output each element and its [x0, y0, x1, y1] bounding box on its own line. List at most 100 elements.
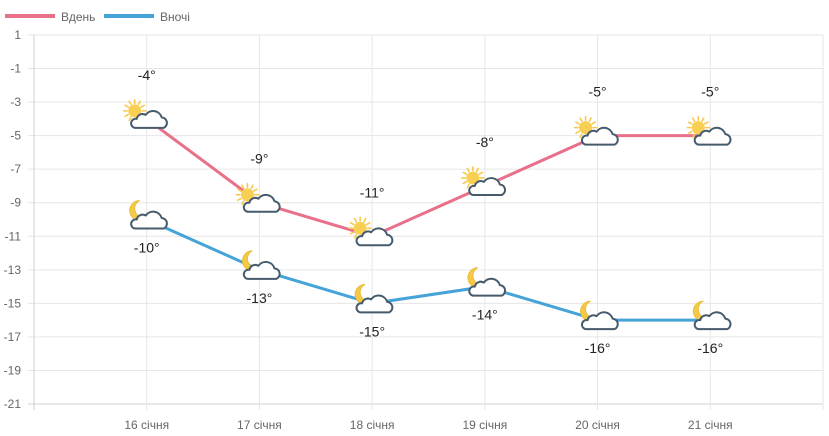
sun-ray — [124, 104, 130, 108]
sun-ray — [124, 113, 130, 118]
sun-ray — [365, 221, 371, 226]
x-tick-label: 18 січня — [350, 418, 395, 432]
y-tick-label: -7 — [10, 162, 21, 176]
sun-ray — [353, 217, 358, 223]
x-tick-label: 21 січня — [688, 418, 733, 432]
cloud-shape — [130, 210, 168, 230]
data-label: -5° — [701, 84, 719, 100]
sun-cloud-icon — [348, 216, 394, 247]
y-tick-label: -1 — [10, 62, 21, 76]
cloud-shape — [693, 126, 732, 146]
series-line-day — [145, 117, 711, 238]
sun-cloud-icon — [686, 115, 732, 146]
cloud-shape — [468, 277, 507, 297]
y-tick-label: -15 — [4, 296, 22, 310]
y-tick-label: -9 — [10, 196, 21, 210]
sun-ray — [462, 171, 468, 176]
sun-disc — [240, 188, 254, 202]
moon-cloud-icon — [692, 300, 732, 331]
cloud-shape — [355, 227, 394, 247]
sun-disc — [466, 171, 480, 185]
sun-ray — [687, 130, 693, 134]
sun-ray — [701, 117, 705, 122]
sun-disc — [691, 121, 705, 135]
sun-ray — [579, 117, 583, 122]
moon-cloud-icon — [580, 300, 619, 331]
x-tick-label: 17 січня — [237, 418, 282, 432]
sun-ray — [466, 167, 470, 173]
sun-ray — [128, 116, 132, 122]
sun-ray — [349, 221, 355, 226]
data-label: -15° — [359, 323, 385, 339]
sun-ray — [241, 184, 245, 190]
sun-disc — [579, 121, 593, 135]
sun-ray — [687, 121, 693, 125]
sun-ray — [250, 184, 254, 190]
sun-ray — [140, 104, 146, 108]
sun-ray — [591, 121, 596, 125]
data-label: -10° — [134, 240, 160, 256]
sun-ray — [691, 133, 696, 138]
sun-ray — [363, 217, 367, 223]
sun-ray — [237, 197, 242, 202]
data-label: -11° — [360, 184, 385, 200]
sun-ray — [237, 188, 242, 192]
cloud-shape — [580, 126, 619, 146]
sun-ray — [128, 100, 132, 106]
y-tick-label: -17 — [4, 330, 22, 344]
x-tick-label: 20 січня — [575, 418, 620, 432]
y-tick-label: -21 — [4, 397, 22, 411]
x-tick-label: 19 січня — [462, 418, 507, 432]
sun-ray — [241, 200, 245, 206]
legend-swatch — [5, 14, 55, 18]
data-label: -16° — [585, 340, 611, 356]
grid: 1 -1 -3 -5 -7 -9 -11 -13 -15 -17 -19 -21 16 січня 17 … — [4, 28, 824, 432]
data-label: -14° — [472, 307, 498, 323]
sun-cloud-icon — [461, 166, 507, 196]
y-tick-label: -19 — [4, 363, 22, 377]
sun-cloud-icon — [122, 99, 168, 129]
data-label: -13° — [247, 290, 273, 306]
data-label: -16° — [697, 340, 723, 356]
sun-cloud-icon — [573, 115, 619, 146]
legend: Вдень Вночі — [5, 10, 190, 24]
sun-disc — [353, 221, 367, 235]
cloud-shape — [242, 193, 281, 213]
cloud-shape — [693, 311, 732, 331]
moon-cloud-icon — [242, 250, 281, 280]
sun-disc — [128, 104, 142, 118]
sun-ray — [478, 171, 484, 176]
legend-label: Вночі — [160, 10, 190, 24]
cloud-shape — [580, 311, 619, 331]
sun-ray — [475, 167, 480, 173]
data-label: -8° — [476, 134, 494, 150]
data-label: -9° — [250, 151, 268, 167]
y-tick-label: -13 — [4, 263, 22, 277]
sun-ray — [691, 117, 696, 122]
legend-label: Вдень — [61, 10, 95, 24]
sun-ray — [575, 130, 580, 134]
x-tick-label: 16 січня — [124, 418, 169, 432]
legend-swatch — [104, 14, 154, 18]
y-tick-label: -3 — [10, 95, 21, 109]
cloud-shape — [130, 110, 168, 129]
moon-cloud-icon — [467, 267, 507, 297]
sun-ray — [575, 121, 580, 125]
y-tick-label: -5 — [10, 129, 21, 143]
data-label: -4° — [138, 67, 156, 83]
sun-ray — [588, 117, 592, 122]
sun-ray — [462, 180, 468, 185]
cloud-shape — [355, 294, 394, 314]
sun-ray — [703, 121, 709, 125]
sun-ray — [466, 183, 470, 189]
sun-cloud-icon — [235, 182, 281, 213]
sun-ray — [253, 188, 258, 192]
sun-ray — [579, 133, 583, 138]
y-tick-label: 1 — [14, 28, 21, 42]
moon-cloud-icon — [354, 283, 394, 314]
sun-ray — [137, 100, 142, 106]
y-tick-label: -11 — [5, 229, 22, 243]
moon-cloud-icon — [129, 200, 168, 230]
sun-ray — [349, 231, 355, 235]
